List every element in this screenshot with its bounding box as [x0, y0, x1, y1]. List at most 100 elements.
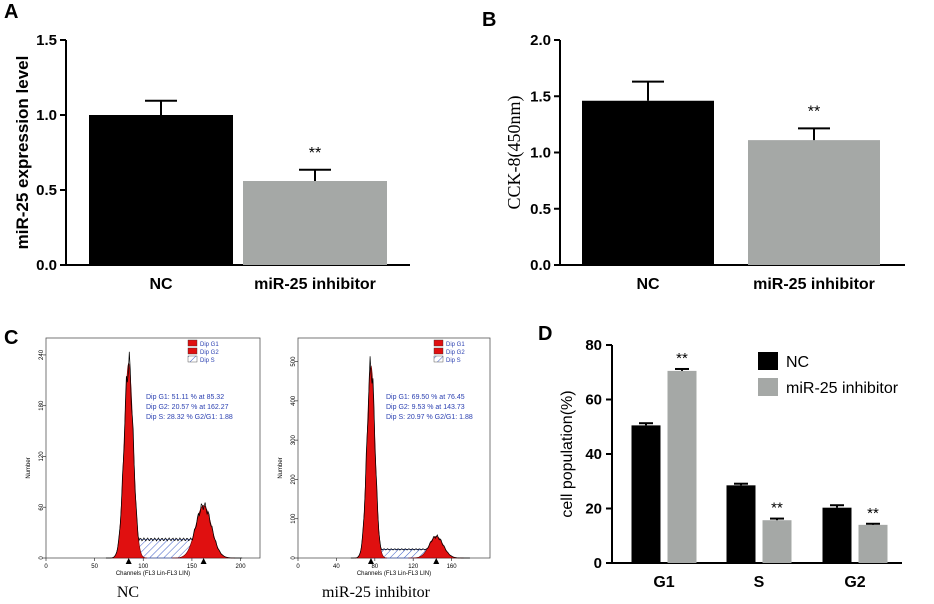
panel-d-bar-nc — [822, 507, 852, 563]
histogram-inhibitor-ytick-label: 200 — [291, 474, 297, 485]
panel-a-ytick-label: 1.0 — [36, 107, 57, 124]
histogram-nc-x-axis-label: Channels (FL3 Lin-FL3 LIN) — [116, 571, 190, 577]
panel-a: A 0.0 0.5 1.0 1.5 NC miR-25 inhibitor ** miR-25… — [4, 1, 410, 293]
panel-a-category-label: miR-25 inhibitor — [254, 276, 376, 293]
histogram-nc-ytick-label: 180 — [39, 400, 45, 411]
histogram-nc-legend-swatch — [187, 339, 198, 347]
panel-b-ytick-label: 0.0 — [530, 257, 551, 274]
panel-d-significance: ** — [676, 350, 688, 367]
histogram-nc-stats-line: Dip G1: 51.11 % at 85.32 — [146, 394, 224, 401]
histogram-nc-raw-outline — [105, 351, 243, 559]
histogram-inhibitor-ytick-label: 300 — [291, 434, 297, 445]
panel-d-category-label: G1 — [653, 574, 674, 591]
histogram-inhibitor-y-axis-label: Number — [278, 457, 284, 478]
histogram-inhibitor-legend-label: Dip S — [446, 358, 461, 364]
histogram-nc-legend-label: Dip S — [200, 358, 215, 364]
histogram-inhibitor-stats-line: Dip G1: 69.50 % at 76.45 — [386, 394, 465, 401]
panel-d-significance: ** — [771, 500, 783, 517]
panel-d: D 0 20 40 60 80 ** G1 ** S ** G2 cell population(%)… — [538, 323, 902, 591]
panel-c-label: C — [4, 327, 18, 349]
panel-a-y-axis-label: miR-25 expression level — [13, 56, 32, 250]
histogram-inhibitor-raw-outline — [350, 356, 470, 559]
histogram-inhibitor-g1-peak — [354, 365, 388, 559]
histogram-inhibitor-xtick-label: 40 — [333, 564, 340, 570]
histogram-inhibitor-frame — [297, 337, 491, 559]
panel-d-category-label: G2 — [844, 574, 865, 591]
panel-d-legend-label: NC — [786, 354, 809, 371]
panel-b-significance: ** — [808, 103, 820, 120]
panel-a-ytick-label: 0.5 — [36, 182, 57, 199]
histogram-inhibitor-xtick-label: 0 — [296, 564, 300, 570]
panel-b-category-label: miR-25 inhibitor — [753, 276, 875, 293]
histogram-nc-ytick-label: 0 — [39, 556, 45, 560]
panel-b-ytick-label: 2.0 — [530, 32, 551, 49]
histogram-nc-xtick-label: 100 — [138, 564, 149, 570]
panel-d-bar-inhibitor — [762, 520, 792, 563]
histogram-inhibitor-caption: miR-25 inhibitor — [322, 584, 431, 601]
histogram-inhibitor-stats-line: Dip S: 20.97 % G2/G1: 1.88 — [386, 414, 473, 421]
panel-b-ytick-label: 1.5 — [530, 88, 551, 105]
histogram-inhibitor-legend-label: Dip G2 — [446, 350, 465, 356]
histogram-nc-legend-label: Dip G1 — [200, 342, 219, 348]
histogram-inhibitor-stats-line: Dip G2: 9.53 % at 143.73 — [386, 404, 465, 411]
histogram-nc-xtick-label: 200 — [236, 564, 247, 570]
histogram-nc-stats-line: Dip G2: 20.57 % at 162.27 — [146, 404, 229, 411]
histogram-nc-xtick-label: 150 — [187, 564, 198, 570]
panel-b-bar-nc — [582, 100, 714, 265]
histogram-inhibitor-xtick-label: 80 — [371, 564, 378, 570]
panel-d-y-axis-label: cell population(%) — [559, 390, 576, 517]
panel-a-label: A — [4, 1, 18, 23]
histogram-inhibitor-xtick-label: 120 — [408, 564, 419, 570]
panel-d-legend-swatch-inhibitor — [758, 378, 778, 396]
histogram-nc-legend-swatch — [187, 347, 198, 355]
histogram-inhibitor-legend-swatch — [433, 347, 444, 355]
panel-b: B 0.0 0.5 1.0 1.5 2.0 NC miR-25 inhibitor ** CCK… — [482, 9, 905, 293]
histogram-inhibitor-peak-marker — [433, 558, 440, 564]
histogram-inhibitor-legend-swatch — [433, 339, 444, 347]
panel-b-ytick-label: 1.0 — [530, 145, 551, 162]
panel-d-legend-swatch-nc — [758, 352, 778, 370]
histogram-inhibitor-legend-label: Dip G1 — [446, 342, 465, 348]
histogram-nc-stats-line: Dip S: 28.32 % G2/G1: 1.88 — [146, 414, 233, 421]
panel-d-bar-nc — [631, 425, 661, 563]
histogram-nc-xtick-label: 50 — [91, 564, 98, 570]
panel-a-ytick-label: 0.0 — [36, 257, 57, 274]
panel-d-ytick-label: 60 — [585, 392, 602, 409]
histogram-inhibitor-peak-marker — [367, 558, 374, 564]
panel-d-significance: ** — [867, 505, 879, 522]
panel-c: C 0 50 100 150 200 0 60 120 180 240 Channels (FL3 … — [4, 327, 491, 601]
histogram-nc-ytick-label: 60 — [39, 503, 45, 510]
panel-d-legend-label: miR-25 inhibitor — [786, 380, 899, 397]
panel-a-ytick-label: 1.5 — [36, 32, 57, 49]
histogram-nc-frame — [45, 337, 261, 559]
histogram-nc-legend-label: Dip G2 — [200, 350, 219, 356]
panel-b-bar-inhibitor — [748, 140, 880, 265]
histogram-inhibitor-xtick-label: 160 — [447, 564, 458, 570]
panel-d-category-label: S — [754, 574, 765, 591]
panel-b-ytick-label: 0.5 — [530, 201, 551, 218]
panel-a-bar-nc — [89, 115, 233, 265]
panel-d-bar-nc — [726, 485, 756, 563]
panel-b-category-label: NC — [636, 276, 660, 293]
panel-d-bar-inhibitor — [858, 524, 888, 563]
panel-d-ytick-label: 80 — [585, 337, 602, 354]
histogram-inhibitor-legend-swatch — [433, 355, 444, 363]
histogram-nc-legend-swatch — [187, 355, 198, 363]
histogram-nc-xtick-label: 0 — [44, 564, 48, 570]
histogram-inhibitor-ytick-label: 0 — [291, 556, 297, 560]
histogram-inhibitor-ytick-label: 500 — [291, 356, 297, 367]
histogram-inhibitor-ytick-label: 400 — [291, 395, 297, 406]
histogram-nc-caption: NC — [117, 584, 139, 601]
histogram-inhibitor-x-axis-label: Channels (FL3 Lin-FL3 LIN) — [357, 571, 431, 577]
panel-d-ytick-label: 20 — [585, 501, 602, 518]
histogram-nc-peak-marker — [125, 558, 132, 564]
panel-d-ytick-label: 40 — [585, 446, 602, 463]
panel-a-significance: ** — [309, 145, 321, 162]
histogram-nc-peak-marker — [200, 558, 207, 564]
histogram-nc-y-axis-label: Number — [26, 457, 32, 478]
histogram-nc-g1-peak — [110, 363, 147, 559]
panel-a-bar-inhibitor — [243, 181, 387, 265]
panel-b-y-axis-label: CCK-8(450nm) — [504, 96, 525, 210]
panel-b-label: B — [482, 9, 496, 31]
